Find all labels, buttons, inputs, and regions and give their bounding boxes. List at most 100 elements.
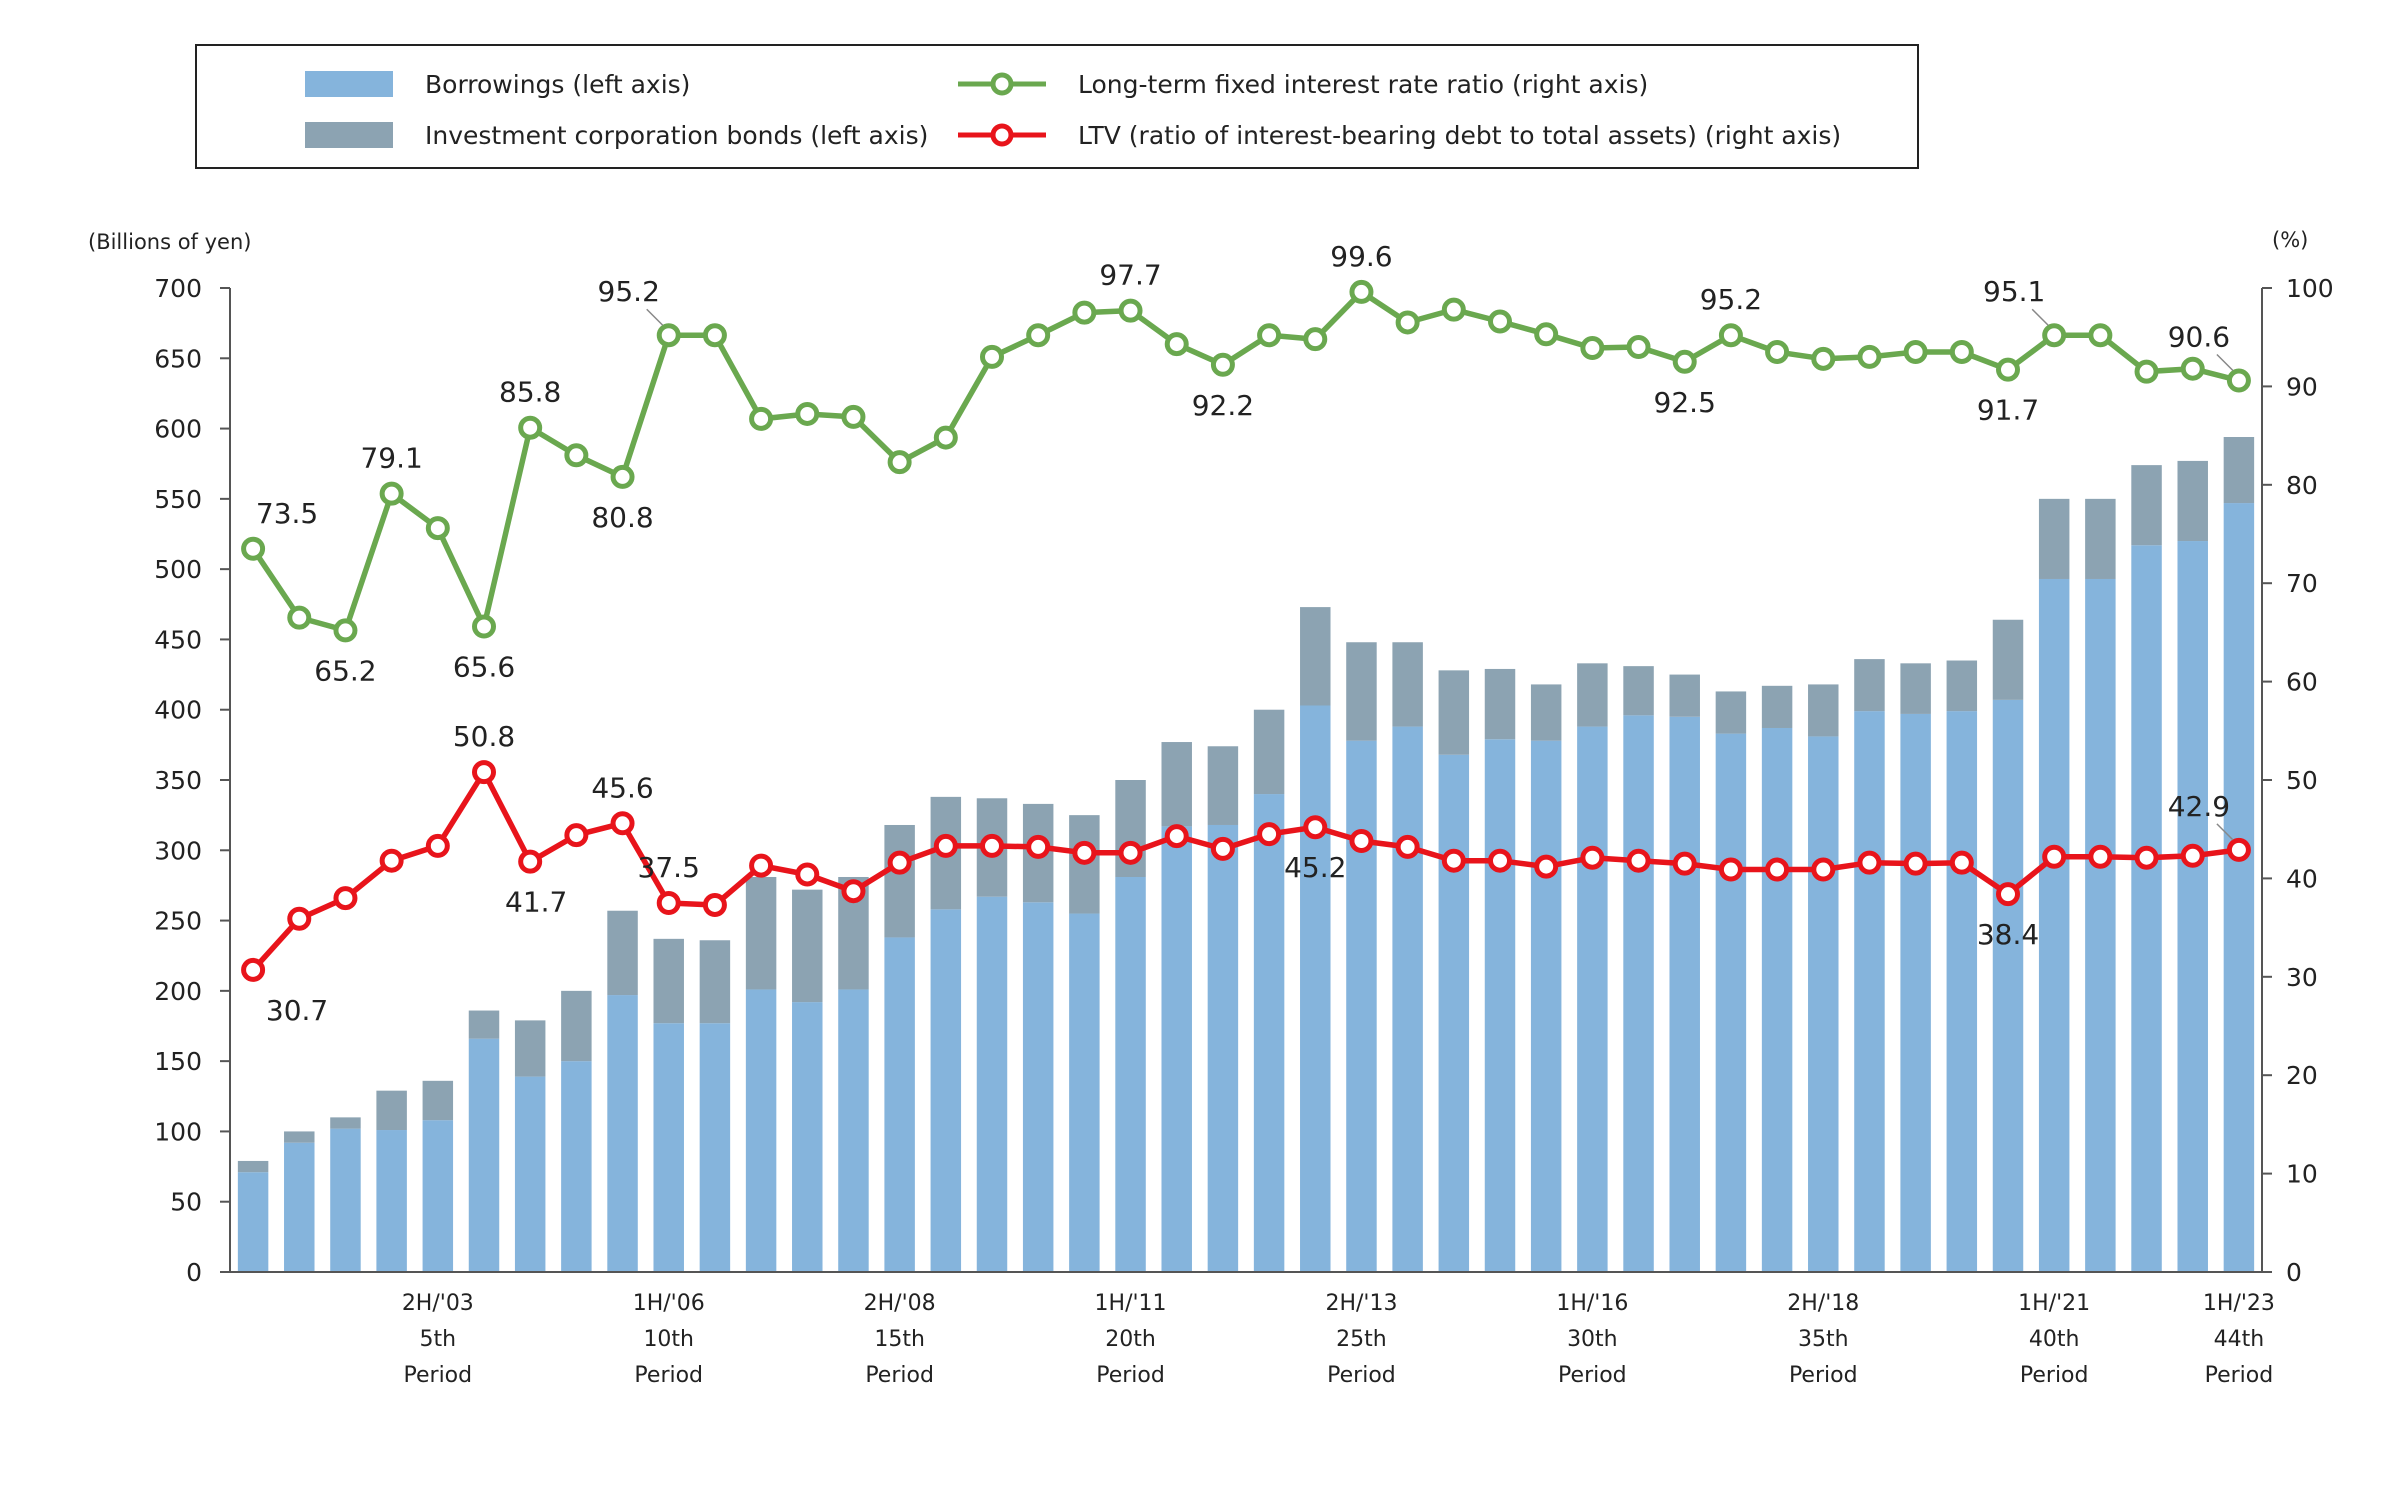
x-label: 20th	[1105, 1327, 1156, 1352]
bar-bonds	[2038, 498, 2070, 579]
point-ltv	[887, 850, 912, 875]
point-ltv	[1672, 851, 1697, 876]
bar-bonds	[1438, 670, 1470, 755]
left-tick-label: 200	[154, 977, 202, 1006]
data-label-fixed: 92.2	[1192, 389, 1254, 422]
bar-bonds	[1530, 684, 1562, 741]
data-label-fixed: 91.7	[1977, 394, 2039, 427]
bar-borrowings	[1115, 876, 1146, 1272]
right-tick-label: 100	[2286, 274, 2334, 303]
bar-borrowings	[1207, 824, 1239, 1272]
bar-borrowings	[607, 995, 638, 1272]
x-label: 1H/'11	[1095, 1291, 1167, 1316]
bar-bonds	[1946, 660, 1978, 712]
bar-bonds	[1161, 742, 1192, 827]
bar-bonds	[561, 990, 592, 1062]
point-fixed	[1257, 323, 1282, 348]
point-fixed	[1718, 323, 1743, 348]
point-fixed	[518, 415, 543, 440]
point-ltv	[1765, 857, 1790, 882]
bar-bonds	[1854, 659, 1885, 712]
x-label: 30th	[1567, 1327, 1618, 1352]
x-label: Period	[1558, 1363, 1627, 1388]
bar-borrowings	[1392, 726, 1423, 1272]
bar-borrowings	[1530, 740, 1562, 1272]
leader-line	[2216, 823, 2234, 841]
left-axis-unit: (Billions of yen)	[88, 230, 251, 254]
bars-layer	[230, 437, 2262, 1273]
point-fixed	[1903, 339, 1928, 364]
right-tick-label: 0	[2286, 1258, 2302, 1287]
data-label-ltv: 38.4	[1977, 918, 2039, 951]
bar-borrowings	[1854, 711, 1885, 1272]
bar-bonds	[376, 1090, 407, 1131]
bar-borrowings	[376, 1130, 407, 1272]
point-fixed	[1534, 322, 1559, 347]
point-fixed	[2088, 323, 2113, 348]
point-ltv	[1580, 845, 1605, 870]
x-label: Period	[404, 1363, 473, 1388]
bar-bonds	[699, 940, 731, 1024]
point-ltv	[749, 853, 774, 878]
data-label-ltv: 50.8	[453, 720, 515, 753]
bar-bonds	[1346, 642, 1377, 741]
bar-bonds	[1808, 684, 1839, 737]
bar-borrowings	[1253, 794, 1285, 1272]
point-ltv	[287, 906, 312, 931]
data-label-fixed: 95.2	[598, 275, 660, 308]
bar-bonds	[745, 876, 777, 990]
point-fixed	[287, 605, 312, 630]
data-label-ltv: 45.6	[591, 771, 653, 804]
data-label-fixed: 65.6	[453, 650, 515, 683]
legend-marker-ltv	[990, 123, 1014, 147]
left-tick-label: 150	[154, 1047, 202, 1076]
bar-bonds	[1484, 668, 1516, 740]
point-fixed	[1164, 332, 1189, 357]
x-label: Period	[1327, 1363, 1396, 1388]
bar-borrowings	[1761, 727, 1793, 1272]
bar-borrowings	[1484, 739, 1516, 1272]
point-fixed	[1210, 352, 1235, 377]
point-fixed	[472, 614, 496, 639]
bar-bonds	[1761, 685, 1793, 728]
bar-borrowings	[1900, 713, 1931, 1272]
x-label: 44th	[2214, 1327, 2265, 1352]
point-ltv	[241, 957, 266, 982]
point-fixed	[841, 404, 866, 429]
point-fixed	[933, 425, 958, 450]
x-label: 1H/'23	[2203, 1291, 2275, 1316]
bar-borrowings	[514, 1076, 546, 1272]
left-tick-label: 0	[186, 1258, 202, 1287]
bar-borrowings	[237, 1172, 269, 1272]
bar-bonds	[1207, 746, 1239, 825]
point-ltv	[2226, 837, 2251, 862]
point-fixed	[1026, 323, 1051, 348]
left-axis: 0 50 100 150 200 250 300 350 400 450 500 550 600 650 7…	[154, 274, 231, 1287]
right-tick-label: 40	[2286, 864, 2318, 893]
bar-borrowings	[468, 1038, 500, 1272]
right-tick-label: 90	[2286, 372, 2318, 401]
legend: Borrowings (left axis) Investment corpora…	[195, 44, 1919, 169]
bar-bonds	[1900, 663, 1931, 714]
data-label-fixed: 95.2	[1700, 283, 1762, 316]
bar-bonds	[1577, 663, 1608, 727]
x-label: 1H/'06	[633, 1291, 705, 1316]
point-ltv	[2088, 844, 2113, 869]
bar-bonds	[237, 1160, 269, 1173]
right-tick-label: 30	[2286, 963, 2318, 992]
point-fixed	[1996, 357, 2020, 382]
point-ltv	[425, 833, 450, 858]
bar-borrowings	[2177, 541, 2208, 1272]
data-label-ltv: 45.2	[1284, 851, 1346, 884]
point-fixed	[702, 323, 727, 348]
leader-line	[2216, 353, 2234, 372]
data-label-fixed: 99.6	[1330, 240, 1392, 273]
point-fixed	[1811, 346, 1836, 371]
data-label-fixed: 73.5	[256, 497, 318, 530]
point-ltv	[2134, 845, 2159, 870]
point-ltv	[841, 879, 866, 904]
bar-borrowings	[930, 909, 962, 1272]
bar-borrowings	[561, 1061, 592, 1272]
point-ltv	[933, 833, 958, 858]
point-ltv	[1072, 840, 1097, 865]
